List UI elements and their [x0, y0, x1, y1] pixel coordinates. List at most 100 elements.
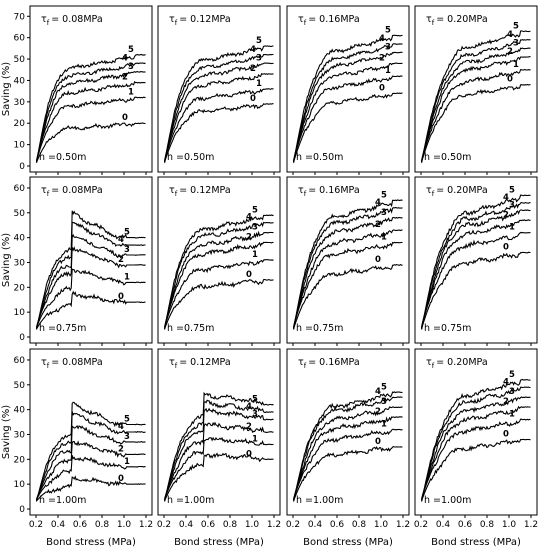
- tau-symbol: τ: [41, 357, 47, 368]
- series-line-2: [35, 81, 146, 161]
- tau-value: = 0.16MPa: [308, 357, 359, 368]
- tau-value: = 0.08MPa: [51, 14, 102, 25]
- y-tick-label: 60: [14, 184, 26, 194]
- tau-label: τf = 0.16MPa: [298, 357, 360, 370]
- curve-label-0: 0: [503, 243, 509, 253]
- series-line-1: [293, 75, 403, 162]
- series-line-4: [293, 396, 403, 501]
- curve-label-4: 4: [118, 422, 124, 432]
- series-line-2: [293, 416, 403, 500]
- panel-frame: [286, 348, 410, 516]
- series-line-5: [35, 53, 146, 163]
- curve-label-4: 4: [375, 387, 381, 397]
- tau-value: = 0.08MPa: [51, 185, 102, 196]
- x-tick-label: 0.4: [179, 520, 194, 530]
- y-tick-label: 10: [14, 480, 26, 490]
- curve-label-3: 3: [252, 410, 258, 420]
- tau-subscript: f: [175, 362, 178, 370]
- tau-value: = 0.20MPa: [436, 14, 487, 25]
- curve-label-1: 1: [509, 223, 515, 233]
- x-tick-label: 1.0: [117, 520, 132, 530]
- series-line-3: [35, 70, 146, 162]
- series-line-5: [35, 210, 146, 330]
- y-tick-label: 0: [19, 505, 25, 515]
- curve-label-5: 5: [124, 415, 130, 425]
- series-line-2: [293, 62, 403, 161]
- x-tick-label: 1.0: [374, 520, 389, 530]
- curve-label-4: 4: [118, 235, 124, 245]
- tau-value: = 0.16MPa: [308, 185, 359, 196]
- curve-label-1: 1: [513, 60, 519, 70]
- curve-label-1: 1: [252, 434, 258, 444]
- curve-label-3: 3: [513, 38, 519, 48]
- tau-subscript: f: [432, 190, 435, 198]
- y-tick-label: 40: [14, 234, 26, 244]
- tau-value: = 0.12MPa: [179, 14, 230, 25]
- series-line-3: [421, 209, 531, 328]
- panel-frame: [414, 5, 538, 173]
- curve-label-5: 5: [252, 395, 258, 405]
- x-axis-label: Bond stress (MPa): [303, 537, 393, 548]
- y-tick-label: 40: [14, 406, 26, 416]
- y-tick-label: 70: [14, 12, 26, 22]
- y-tick-label: 0: [19, 162, 25, 172]
- y-tick-label: 0: [19, 333, 25, 343]
- x-tick-label: 0.6: [73, 520, 88, 530]
- series-line-1: [35, 96, 146, 162]
- series-line-2: [421, 405, 531, 500]
- series-line-1: [164, 436, 274, 500]
- tau-label: τf = 0.08MPa: [41, 185, 103, 198]
- x-tick-label: 0.8: [480, 520, 495, 530]
- curve-label-5: 5: [381, 382, 387, 392]
- x-tick-label: 1.2: [396, 520, 410, 530]
- curve-label-2: 2: [118, 444, 124, 454]
- tau-symbol: τ: [298, 185, 304, 196]
- panel-frame: [29, 5, 153, 173]
- series-line-5: [164, 214, 274, 330]
- x-tick-label: 0.2: [29, 520, 43, 530]
- series-line-3: [35, 233, 146, 328]
- curve-label-1: 1: [252, 250, 258, 260]
- y-tick-label: 60: [14, 356, 26, 366]
- curve-label-5: 5: [252, 205, 258, 215]
- curve-label-5: 5: [509, 370, 515, 380]
- tau-symbol: τ: [169, 357, 175, 368]
- series-line-4: [421, 202, 531, 329]
- y-tick-label: 20: [14, 283, 26, 293]
- series-line-2: [164, 72, 274, 161]
- curve-label-2: 2: [503, 210, 509, 220]
- h-label: h =0.75m: [167, 323, 214, 334]
- series-line-5: [421, 30, 531, 163]
- x-tick-label: 1.2: [139, 520, 153, 530]
- curve-label-4: 4: [503, 377, 509, 387]
- series-line-1: [164, 259, 274, 328]
- panel-frame: [414, 176, 538, 344]
- series-line-2: [421, 219, 531, 328]
- panel-frame: [414, 348, 538, 516]
- series-line-1: [293, 241, 403, 328]
- x-axis-label: Bond stress (MPa): [46, 537, 136, 548]
- tau-label: τf = 0.08MPa: [41, 357, 103, 370]
- tau-value: = 0.08MPa: [51, 357, 102, 368]
- curve-label-1: 1: [509, 410, 515, 420]
- curve-label-4: 4: [246, 402, 252, 412]
- curve-label-2: 2: [375, 220, 381, 230]
- curve-label-1: 1: [124, 272, 130, 282]
- series-line-4: [293, 206, 403, 329]
- series-line-0: [36, 290, 146, 330]
- y-axis-label: Saving (%): [1, 62, 12, 116]
- h-label: h =1.00m: [296, 495, 343, 506]
- tau-value: = 0.20MPa: [436, 357, 487, 368]
- tau-subscript: f: [304, 190, 307, 198]
- series-line-1: [36, 455, 146, 501]
- series-line-4: [421, 386, 531, 501]
- x-tick-label: 1.0: [502, 520, 517, 530]
- curve-label-0: 0: [379, 83, 385, 93]
- y-tick-label: 60: [14, 34, 26, 44]
- curve-label-5: 5: [128, 45, 134, 55]
- y-tick-label: 10: [14, 141, 26, 151]
